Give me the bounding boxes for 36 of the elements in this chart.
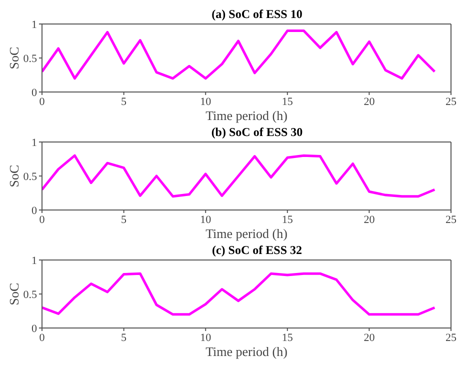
chart-title: (b) SoC of ESS 30 bbox=[210, 125, 304, 139]
chart-title: (a) SoC of ESS 10 bbox=[210, 7, 304, 21]
x-tick-label: 25 bbox=[446, 96, 457, 108]
x-tick-label: 15 bbox=[282, 332, 294, 344]
x-tick-label: 10 bbox=[200, 214, 212, 226]
x-tick-label: 15 bbox=[282, 96, 294, 108]
x-tick-label: 15 bbox=[282, 214, 294, 226]
y-axis-title: SoC bbox=[6, 164, 22, 188]
y-tick-label: 0 bbox=[32, 204, 38, 217]
y-axis-title: SoC bbox=[6, 46, 22, 70]
y-tick-label: 0 bbox=[32, 322, 38, 335]
y-tick-label: 0.5 bbox=[23, 170, 38, 183]
x-tick-label: 20 bbox=[364, 214, 376, 226]
y-tick-label: 0.5 bbox=[23, 288, 38, 301]
x-tick-label: 5 bbox=[121, 96, 128, 108]
chart-title: (c) SoC of ESS 32 bbox=[210, 243, 303, 257]
x-axis-title: Time period (h) bbox=[206, 344, 288, 359]
y-tick-label: 1 bbox=[32, 254, 37, 267]
x-tick-label: 20 bbox=[364, 332, 376, 344]
x-tick-label: 10 bbox=[200, 332, 212, 344]
x-tick-label: 20 bbox=[364, 96, 376, 108]
line-series bbox=[42, 30, 436, 80]
y-tick-label: 1 bbox=[32, 18, 37, 31]
y-tick-label: 0.5 bbox=[23, 52, 38, 65]
line-series bbox=[42, 154, 436, 198]
y-tick-label: 1 bbox=[32, 136, 37, 149]
x-tick-label: 5 bbox=[121, 332, 128, 344]
y-tick-label: 0 bbox=[32, 86, 38, 99]
x-tick-label: 10 bbox=[200, 96, 212, 108]
x-tick-label: 25 bbox=[446, 214, 457, 226]
x-tick-label: 25 bbox=[446, 332, 457, 344]
x-tick-label: 5 bbox=[121, 214, 128, 226]
x-axis-title: Time period (h) bbox=[206, 226, 288, 241]
x-axis-title: Time period (h) bbox=[206, 108, 288, 123]
line-series bbox=[42, 272, 436, 316]
y-axis-title: SoC bbox=[6, 282, 22, 306]
